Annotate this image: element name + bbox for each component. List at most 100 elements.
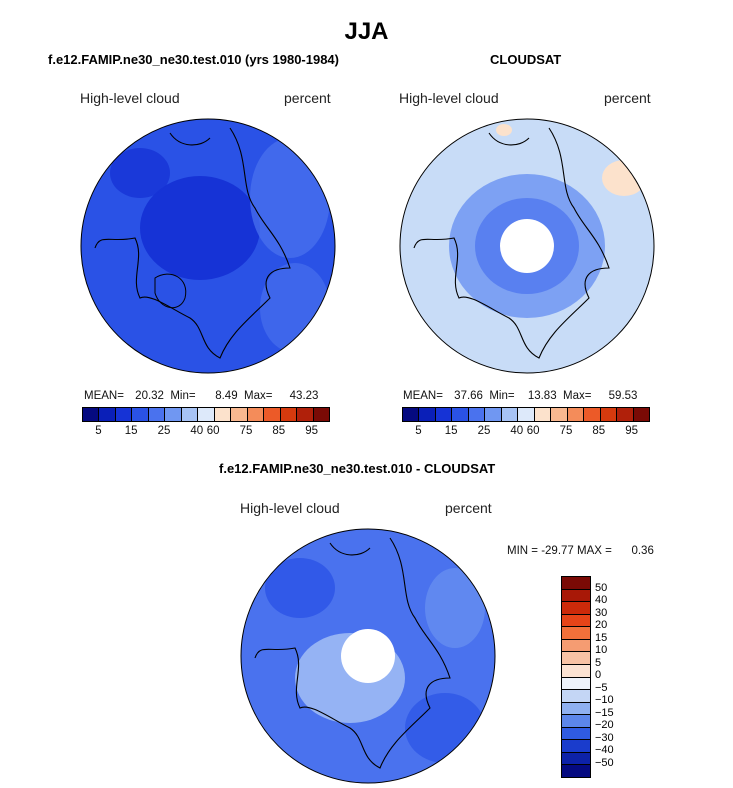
- diff-colorbar-swatch: [562, 664, 590, 678]
- model-colorbar: [82, 407, 330, 422]
- diff-colorbar-tick-label: 5: [595, 656, 602, 669]
- colorbar-swatch: [551, 408, 568, 421]
- obs-colorbar-ticks: 5 15 25 40 60 75 85 95: [402, 425, 650, 439]
- colorbar-tick-label: 85: [272, 425, 286, 437]
- colorbar-swatch: [534, 408, 552, 421]
- diff-colorbar: [561, 576, 591, 778]
- colorbar-tick-label: 40: [190, 425, 204, 437]
- diff-colorbar-tick-label: −30: [595, 731, 614, 744]
- diff-colorbar-tick-label: 20: [595, 619, 608, 631]
- colorbar-swatch: [247, 408, 265, 421]
- colorbar-swatch: [198, 408, 215, 421]
- colorbar-swatch: [403, 408, 420, 421]
- obs-warm-patch: [602, 160, 646, 196]
- diff-colorbar-swatch: [562, 602, 590, 615]
- model-variable-label: High-level cloud: [80, 90, 180, 106]
- diff-panel-title: f.e12.FAMIP.ne30_ne30.test.010 - CLOUDSA…: [219, 461, 496, 476]
- diff-colorbar-tick-label: 40: [595, 594, 608, 606]
- obs-panel-title: CLOUDSAT: [490, 52, 562, 67]
- colorbar-tick-label: 25: [157, 425, 171, 437]
- model-min-label: Min=: [170, 390, 196, 402]
- diff-colorbar-tick-label: −15: [595, 706, 614, 719]
- colorbar-tick-label: 15: [124, 425, 138, 437]
- colorbar-swatch: [132, 408, 149, 421]
- diff-colorbar-ticks: 50 40 30 20 15 10 5 0 −5 −10 −15 −20 −30 −40 −50: [595, 576, 645, 778]
- diff-colorbar-tick-label: 0: [595, 669, 602, 681]
- colorbar-swatch: [633, 408, 650, 421]
- diff-dark-region-nw: [265, 558, 335, 618]
- colorbar-tick-label: 95: [305, 425, 318, 437]
- model-arctic-region: [140, 176, 260, 280]
- diff-colorbar-swatch: [562, 577, 590, 590]
- colorbar-tick-label: 25: [477, 425, 491, 437]
- obs-units-label: percent: [604, 90, 651, 106]
- model-max-label: Max=: [243, 390, 273, 402]
- diff-colorbar-swatch: [562, 690, 590, 703]
- diff-colorbar-tick-label: 50: [595, 581, 608, 594]
- obs-variable-label: High-level cloud: [399, 90, 499, 106]
- diff-colorbar-tick-label: 15: [595, 631, 608, 644]
- model-coastline: [94, 127, 291, 359]
- obs-warm-patch-small: [496, 124, 512, 136]
- diff-min-value: -29.77: [541, 545, 574, 557]
- diff-units-label: percent: [445, 500, 492, 516]
- colorbar-tick-label: 75: [559, 425, 573, 437]
- colorbar-tick-label: 85: [592, 425, 606, 437]
- colorbar-tick-label: 95: [625, 425, 638, 437]
- diff-polar-map: [240, 528, 496, 784]
- diff-minmax: MIN = -29.77 MAX = 0.36: [507, 545, 654, 557]
- colorbar-swatch: [148, 408, 166, 421]
- colorbar-swatch: [567, 408, 585, 421]
- diff-colorbar-tick-label: −50: [595, 756, 614, 769]
- colorbar-swatch: [181, 408, 199, 421]
- colorbar-swatch: [518, 408, 535, 421]
- obs-map-border: [399, 118, 655, 374]
- diff-colorbar-swatch: [562, 589, 590, 603]
- diff-colorbar-tick-label: −5: [595, 681, 608, 694]
- colorbar-swatch: [485, 408, 502, 421]
- model-panel-title: f.e12.FAMIP.ne30_ne30.test.010 (yrs 1980…: [48, 52, 339, 67]
- diff-colorbar-swatch: [562, 765, 590, 777]
- model-pacific-region: [250, 138, 330, 258]
- diff-map-border: [240, 528, 496, 784]
- model-colorbar-ticks: 5 15 25 40 60 75 85 95: [82, 425, 330, 439]
- diff-colorbar-swatch: [562, 702, 590, 716]
- diff-mid-region: [425, 568, 485, 648]
- diff-colorbar-swatch: [562, 677, 590, 691]
- diff-colorbar-swatch: [562, 740, 590, 753]
- obs-max-value: 59.53: [608, 390, 638, 402]
- colorbar-tick-label: 40: [510, 425, 524, 437]
- model-polar-map: [80, 118, 336, 374]
- obs-pole-hole: [500, 219, 554, 273]
- obs-max-label: Max=: [562, 390, 592, 402]
- diff-max-label: MAX =: [577, 545, 612, 557]
- model-map-border: [80, 118, 336, 374]
- obs-polar-map: [399, 118, 655, 374]
- model-greenland-outline: [154, 273, 187, 308]
- obs-min-label: Min=: [489, 390, 515, 402]
- diff-colorbar-swatch: [562, 715, 590, 728]
- diff-min-label: MIN =: [507, 545, 538, 557]
- colorbar-swatch: [115, 408, 133, 421]
- colorbar-swatch: [452, 408, 469, 421]
- diff-coastline: [254, 537, 451, 769]
- diff-colorbar-swatch: [562, 614, 590, 628]
- colorbar-swatch: [313, 408, 330, 421]
- colorbar-swatch: [99, 408, 116, 421]
- colorbar-swatch: [617, 408, 634, 421]
- model-mean-value: 20.32: [135, 390, 164, 402]
- figure-title: JJA: [344, 18, 389, 45]
- colorbar-swatch: [501, 408, 519, 421]
- model-mean-label: MEAN=: [84, 390, 124, 402]
- diff-colorbar-swatch: [562, 727, 590, 741]
- diff-max-value: 0.36: [631, 545, 654, 557]
- colorbar-swatch: [468, 408, 486, 421]
- colorbar-swatch: [419, 408, 436, 421]
- model-canada-region: [260, 263, 330, 353]
- model-stats: MEAN= 20.32 Min= 8.49 Max= 43.23: [84, 390, 318, 402]
- diff-colorbar-swatch: [562, 752, 590, 766]
- diff-colorbar-tick-label: −10: [595, 694, 614, 706]
- obs-coastline: [413, 127, 610, 359]
- obs-mean-label: MEAN=: [403, 390, 443, 402]
- colorbar-swatch: [435, 408, 453, 421]
